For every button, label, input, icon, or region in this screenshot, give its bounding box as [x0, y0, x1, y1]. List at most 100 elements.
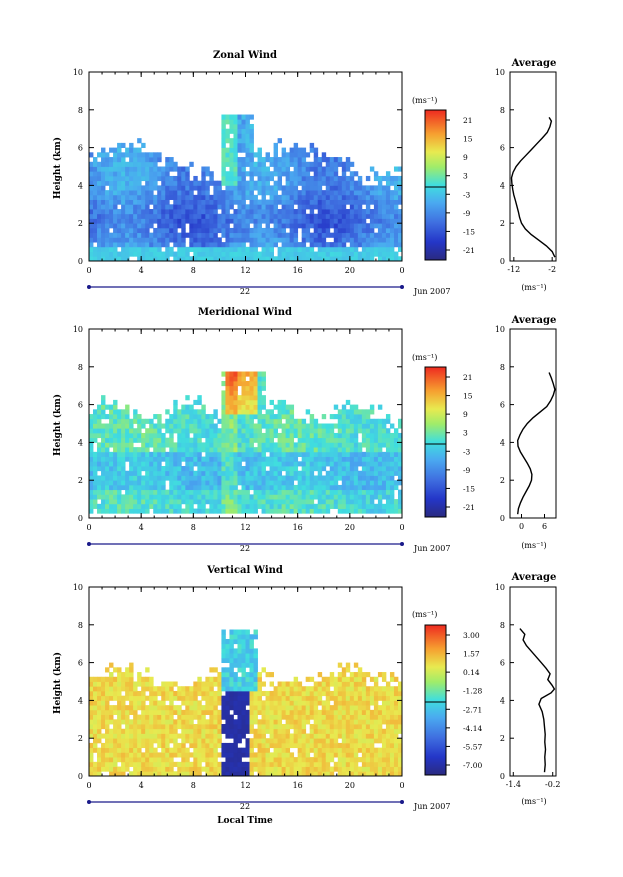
heatmap-cell — [117, 719, 121, 724]
heatmap-cell — [173, 414, 177, 419]
heatmap-cell — [262, 667, 266, 672]
heatmap-cell — [209, 414, 213, 419]
heatmap-cell — [133, 710, 137, 715]
heatmap-cell — [109, 757, 113, 762]
heatmap-cell — [354, 705, 358, 710]
heatmap-cell — [149, 480, 153, 485]
heatmap-cell — [370, 185, 374, 190]
heatmap-cell — [237, 499, 241, 504]
heatmap-cell — [137, 672, 141, 677]
heatmap-cell — [169, 419, 173, 424]
heatmap-cell — [314, 424, 318, 429]
heatmap-cell — [318, 509, 322, 514]
heatmap-cell — [302, 176, 306, 181]
heatmap-cell — [314, 719, 318, 724]
heatmap-cell — [366, 433, 370, 438]
heatmap-cell — [310, 447, 314, 452]
heatmap-cell — [221, 461, 225, 466]
heatmap-cell — [262, 171, 266, 176]
heatmap-cell — [342, 494, 346, 499]
heatmap-cell — [237, 733, 241, 738]
heatmap-cell — [237, 190, 241, 195]
heatmap-cell — [161, 471, 165, 476]
heatmap-cell — [378, 419, 382, 424]
heatmap-cell — [237, 228, 241, 233]
heatmap-cell — [133, 509, 137, 514]
heatmap-cell — [109, 209, 113, 214]
heatmap-cell — [165, 696, 169, 701]
heatmap-cell — [189, 729, 193, 734]
heatmap-cell — [149, 762, 153, 767]
heatmap-cell — [137, 242, 141, 247]
heatmap-cell — [378, 438, 382, 443]
heatmap-cell — [205, 461, 209, 466]
heatmap-cell — [274, 710, 278, 715]
heatmap-cell — [378, 424, 382, 429]
heatmap-cell — [302, 200, 306, 205]
heatmap-cell — [201, 176, 205, 181]
heatmap-cell — [133, 738, 137, 743]
heatmap-cell — [105, 181, 109, 186]
heatmap-cell — [169, 452, 173, 457]
heatmap-cell — [241, 700, 245, 705]
heatmap-cell — [266, 247, 270, 252]
heatmap-cell — [358, 504, 362, 509]
heatmap-cell — [350, 719, 354, 724]
heatmap-cell — [286, 752, 290, 757]
heatmap-cell — [294, 247, 298, 252]
heatmap-cell — [117, 185, 121, 190]
heatmap-cell — [113, 480, 117, 485]
heatmap-cell — [326, 252, 330, 257]
heatmap-cell — [382, 200, 386, 205]
heatmap-cell — [318, 729, 322, 734]
heatmap-cell — [306, 438, 310, 443]
heatmap-cell — [258, 218, 262, 223]
heatmap-cell — [101, 214, 105, 219]
heatmap-cell — [233, 237, 237, 242]
heatmap-cell — [165, 252, 169, 257]
heatmap-cell — [105, 461, 109, 466]
heatmap-cell — [97, 757, 101, 762]
heatmap-cell — [125, 691, 129, 696]
heatmap-cell — [125, 509, 129, 514]
heatmap-cell — [390, 181, 394, 186]
heatmap-cell — [177, 419, 181, 424]
heatmap-cell — [229, 719, 233, 724]
heatmap-cell — [266, 457, 270, 462]
heatmap-cell — [141, 143, 145, 148]
heatmap-cell — [109, 237, 113, 242]
heatmap-cell — [225, 644, 229, 649]
heatmap-cell — [165, 190, 169, 195]
heatmap-cell — [334, 181, 338, 186]
heatmap-cell — [362, 218, 366, 223]
heatmap-cell — [233, 700, 237, 705]
heatmap-cell — [382, 247, 386, 252]
heatmap-cell — [314, 152, 318, 157]
heatmap-cell — [350, 228, 354, 233]
heatmap-cell — [378, 190, 382, 195]
heatmap-cell — [189, 485, 193, 490]
heatmap-cell — [177, 209, 181, 214]
heatmap-cell — [310, 190, 314, 195]
heatmap-cell — [346, 414, 350, 419]
heatmap-cell — [213, 190, 217, 195]
heatmap-cell — [250, 115, 254, 120]
heatmap-cell — [258, 204, 262, 209]
heatmap-cell — [113, 223, 117, 228]
heatmap-cell — [374, 509, 378, 514]
heatmap-cell — [250, 209, 254, 214]
heatmap-cell — [390, 237, 394, 242]
heatmap-cell — [225, 162, 229, 167]
heatmap-cell — [246, 428, 250, 433]
heatmap-cell — [338, 705, 342, 710]
heatmap-cell — [350, 724, 354, 729]
heatmap-cell — [258, 157, 262, 162]
heatmap-cell — [258, 466, 262, 471]
heatmap-cell — [229, 499, 233, 504]
heatmap-cell — [113, 724, 117, 729]
heatmap-cell — [302, 471, 306, 476]
heatmap-cell — [137, 509, 141, 514]
heatmap-cell — [342, 710, 346, 715]
heatmap-cell — [233, 129, 237, 134]
heatmap-cell — [386, 214, 390, 219]
